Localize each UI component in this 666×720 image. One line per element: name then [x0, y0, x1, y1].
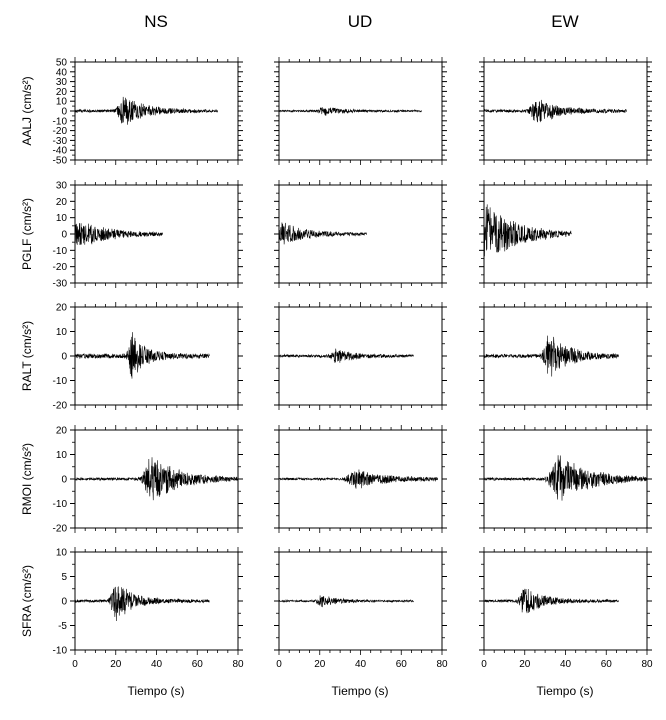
x-tick-label: 20: [314, 659, 326, 670]
y-tick-label: 20: [56, 87, 68, 98]
x-tick-label: 80: [436, 659, 448, 670]
y-tick-label: 30: [56, 77, 68, 88]
waveform-rmoi-ns: [74, 457, 239, 501]
y-tick-label: 20: [56, 303, 68, 314]
y-tick-label: -5: [58, 621, 67, 632]
row-label-sfra: SFRA (cm/s²): [20, 565, 34, 637]
y-tick-label: 0: [61, 352, 67, 363]
waveform-pglf-ud: [278, 222, 367, 245]
waveform-ralt-ew: [483, 335, 619, 377]
x-tick-label: 0: [72, 659, 78, 670]
panel-pglf-ns: -30 -20 -10 0 10 20 30: [53, 180, 243, 290]
x-tick-label: 60: [192, 659, 204, 670]
x-axis-title-ew: Tiempo (s): [537, 684, 594, 698]
panel-rmoi-ew: [479, 425, 652, 533]
y-tick-label: 20: [56, 197, 68, 208]
y-tick-label: 0: [61, 107, 67, 118]
x-tick-label: 80: [232, 659, 244, 670]
waveform-rmoi-ud: [278, 469, 438, 489]
waveform-pglf-ew: [483, 204, 572, 257]
y-tick-label: -20: [53, 401, 68, 412]
panel-sfra-ud: 0 20 40 60 80: [274, 547, 448, 670]
waveform-aalj-ud: [278, 107, 422, 116]
row-label-aalj: AALJ (cm/s²): [20, 76, 34, 145]
x-tick-label: 0: [481, 659, 487, 670]
y-tick-label: 0: [61, 230, 67, 241]
y-tick-label: -50: [53, 156, 68, 167]
x-tick-label: 80: [641, 659, 653, 670]
panels: AALJ (cm/s²)-50-40-30-20-1001020304050PG…: [20, 57, 653, 670]
x-tick-label: 40: [151, 659, 163, 670]
y-tick-label: 10: [56, 213, 68, 224]
y-tick-label: -20: [53, 524, 68, 535]
y-tick-label: 0: [61, 475, 67, 486]
panel-sfra-ew: 0 20 40 60 80: [479, 547, 653, 670]
column-title-ud: UD: [348, 12, 373, 31]
y-tick-label: -20: [53, 126, 68, 137]
column-titles: NS UD EW: [144, 12, 579, 31]
panel-sfra-ns: -10 -5 0 5 10 0 20 40 60 80: [53, 547, 244, 670]
panel-ralt-ns: -20 -10 0 10 20: [53, 302, 243, 412]
y-tick-label: -10: [53, 499, 68, 510]
y-tick-label: -10: [53, 116, 68, 127]
y-tick-label: 10: [56, 548, 68, 559]
x-tick-label: 60: [601, 659, 613, 670]
row-label-ralt: RALT (cm/s²): [20, 321, 34, 391]
row-label-rmoi: RMOI (cm/s²): [20, 443, 34, 515]
waveform-pglf-ns: [74, 222, 163, 245]
y-tick-label: -30: [53, 279, 68, 290]
y-tick-label: -40: [53, 146, 68, 157]
waveform-sfra-ew: [483, 588, 619, 614]
x-tick-label: 40: [355, 659, 367, 670]
y-tick-label: -10: [53, 646, 68, 657]
x-tick-label: 0: [276, 659, 282, 670]
y-tick-label: 0: [61, 597, 67, 608]
y-tick-label: 20: [56, 426, 68, 437]
column-title-ns: NS: [144, 12, 168, 31]
x-axis-titles: Tiempo (s) Tiempo (s) Tiempo (s): [128, 684, 594, 698]
panel-ralt-ud: [274, 302, 447, 410]
y-tick-label: -20: [53, 262, 68, 273]
x-tick-label: 20: [110, 659, 122, 670]
y-tick-label: 40: [56, 67, 68, 78]
panel-ralt-ew: [479, 302, 652, 410]
panel-pglf-ew: [479, 180, 652, 288]
panel-rmoi-ud: [274, 425, 447, 533]
waveform-ralt-ns: [74, 332, 210, 379]
x-tick-label: 20: [519, 659, 531, 670]
x-axis-title-ns: Tiempo (s): [128, 684, 185, 698]
waveform-sfra-ud: [278, 595, 414, 608]
y-tick-label: 5: [61, 572, 67, 583]
x-tick-label: 40: [560, 659, 572, 670]
waveform-sfra-ns: [74, 586, 210, 622]
waveform-aalj-ew: [483, 99, 627, 123]
waveform-aalj-ns: [74, 96, 218, 125]
panel-aalj-ew: [479, 57, 652, 165]
x-tick-label: 60: [396, 659, 408, 670]
panel-rmoi-ns: -20 -10 0 10 20: [53, 425, 243, 535]
x-axis-title-ud: Tiempo (s): [332, 684, 389, 698]
y-tick-label: -30: [53, 136, 68, 147]
waveform-rmoi-ew: [483, 455, 648, 501]
column-title-ew: EW: [551, 12, 578, 31]
y-tick-label: 10: [56, 450, 68, 461]
panel-aalj-ud: [274, 57, 447, 165]
y-tick-label: 10: [56, 327, 68, 338]
y-tick-label: 30: [56, 181, 68, 192]
y-tick-label: -10: [53, 376, 68, 387]
y-tick-label: -10: [53, 246, 68, 257]
row-label-pglf: PGLF (cm/s²): [20, 198, 34, 270]
waveform-ralt-ud: [278, 348, 414, 363]
y-tick-label: 50: [56, 58, 68, 69]
y-tick-label: 10: [56, 97, 68, 108]
panel-pglf-ud: [274, 180, 447, 288]
